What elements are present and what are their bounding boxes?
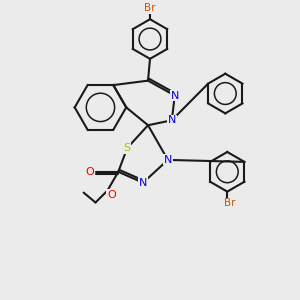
Text: O: O (107, 190, 116, 200)
Text: Br: Br (224, 199, 235, 208)
Text: Br: Br (144, 3, 156, 13)
Text: N: N (171, 91, 179, 100)
Text: N: N (139, 178, 147, 188)
Text: O: O (85, 167, 94, 177)
Text: N: N (168, 115, 176, 125)
Text: S: S (124, 143, 131, 153)
Text: N: N (164, 155, 172, 165)
